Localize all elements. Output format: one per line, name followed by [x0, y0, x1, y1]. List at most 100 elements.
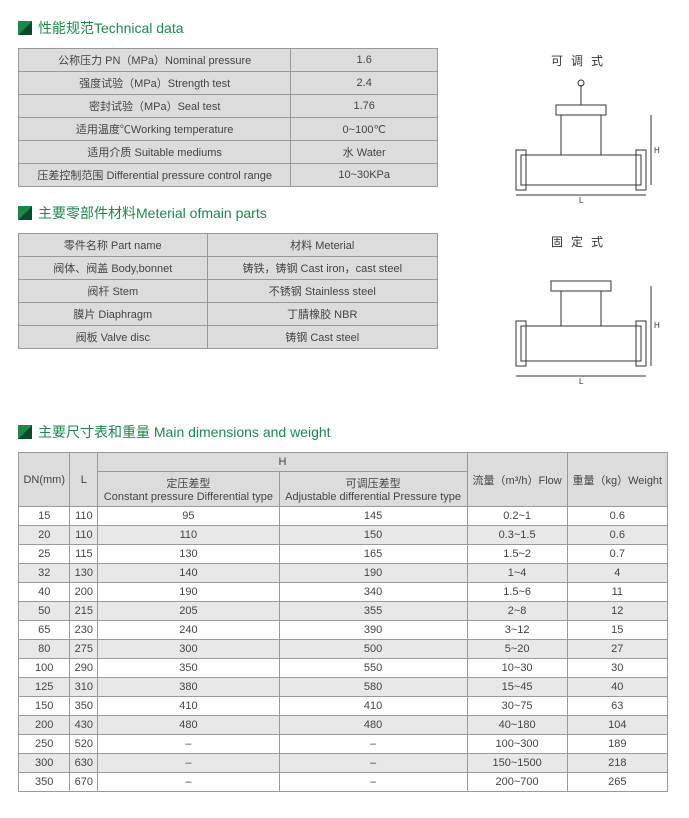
table-row: 321301401901~44: [19, 564, 668, 583]
table-cell: 125: [19, 678, 70, 697]
table-cell: 218: [567, 754, 667, 773]
col-adj: 可调压差型Adjustable differential Pressure ty…: [279, 472, 467, 507]
table-cell: 25: [19, 545, 70, 564]
table-cell: 2.4: [291, 72, 438, 95]
table-cell: 0.6: [567, 526, 667, 545]
table-cell: 40: [19, 583, 70, 602]
table-cell: 670: [70, 773, 98, 792]
tables-column: 公称压力 PN（MPa）Nominal pressure1.6强度试验（MPa）…: [18, 48, 471, 365]
table-cell: –: [279, 735, 467, 754]
table-cell: 膜片 Diaphragm: [19, 303, 208, 326]
table-cell: 15: [19, 507, 70, 526]
table-cell: 95: [98, 507, 279, 526]
table-cell: 290: [70, 659, 98, 678]
table-cell: 350: [98, 659, 279, 678]
table-row: 652302403903~1215: [19, 621, 668, 640]
table-row: 402001903401.5~611: [19, 583, 668, 602]
table-cell: 32: [19, 564, 70, 583]
table-cell: 12: [567, 602, 667, 621]
table-cell: 215: [70, 602, 98, 621]
table-cell: 189: [567, 735, 667, 754]
table-cell: 410: [98, 697, 279, 716]
table-cell: 350: [19, 773, 70, 792]
table-cell: 丁腈橡胶 NBR: [207, 303, 437, 326]
table-cell: –: [98, 735, 279, 754]
table-cell: 300: [98, 640, 279, 659]
col-const: 定压差型Constant pressure Differential type: [98, 472, 279, 507]
table-cell: 500: [279, 640, 467, 659]
table-cell: 1.5~2: [467, 545, 567, 564]
table-cell: 130: [70, 564, 98, 583]
table-cell: 65: [19, 621, 70, 640]
table-row: 阀体、阀盖 Body,bonnet铸铁，铸钢 Cast iron，cast st…: [19, 257, 438, 280]
table-cell: 1~4: [467, 564, 567, 583]
table-cell: 27: [567, 640, 667, 659]
table-cell: 50: [19, 602, 70, 621]
section-title-parts: 主要零部件材料Meterial ofmain parts: [18, 203, 471, 223]
table-row: 强度试验（MPa）Strength test2.4: [19, 72, 438, 95]
section-title-text: 主要尺寸表和重量 Main dimensions and weight: [38, 422, 331, 442]
table-cell: 15: [567, 621, 667, 640]
table-cell: 5~20: [467, 640, 567, 659]
table-cell: 480: [279, 716, 467, 735]
table-cell: 0.3~1.5: [467, 526, 567, 545]
table-cell: 1.6: [291, 49, 438, 72]
table-row: 300630––150~1500218: [19, 754, 668, 773]
table-cell: 100~300: [467, 735, 567, 754]
svg-text:H: H: [654, 321, 661, 330]
table-cell: 63: [567, 697, 667, 716]
table-cell: 密封试验（MPa）Seal test: [19, 95, 291, 118]
table-cell: 2~8: [467, 602, 567, 621]
table-cell: 200: [70, 583, 98, 602]
section-marker-icon: [18, 21, 32, 35]
table-cell: 铸钢 Cast steel: [207, 326, 437, 349]
table-cell: 80: [19, 640, 70, 659]
section-title-text: 性能规范Technical data: [38, 18, 184, 38]
table-cell: 520: [70, 735, 98, 754]
main-parts-table: 零件名称 Part name材料 Meterial阀体、阀盖 Body,bonn…: [18, 233, 438, 349]
table-cell: 205: [98, 602, 279, 621]
table-cell: 350: [70, 697, 98, 716]
table-cell: 铸铁，铸钢 Cast iron，cast steel: [207, 257, 437, 280]
table-cell: 390: [279, 621, 467, 640]
table-cell: 强度试验（MPa）Strength test: [19, 72, 291, 95]
table-cell: 430: [70, 716, 98, 735]
table-cell: 190: [279, 564, 467, 583]
table-cell: 145: [279, 507, 467, 526]
table-row: 12531038058015~4540: [19, 678, 668, 697]
table-cell: 适用温度℃Working temperature: [19, 118, 291, 141]
table-cell: 480: [98, 716, 279, 735]
section-marker-icon: [18, 206, 32, 220]
table-row: 公称压力 PN（MPa）Nominal pressure1.6: [19, 49, 438, 72]
table-header-cell: 材料 Meterial: [207, 234, 437, 257]
table-cell: 200: [19, 716, 70, 735]
table-cell: 630: [70, 754, 98, 773]
table-cell: 130: [98, 545, 279, 564]
table-cell: 适用介质 Suitable mediums: [19, 141, 291, 164]
table-cell: 1.76: [291, 95, 438, 118]
table-cell: 压差控制范围 Differential pressure control ran…: [19, 164, 291, 187]
table-row: 502152053552~812: [19, 602, 668, 621]
section-title-dims: 主要尺寸表和重量 Main dimensions and weight: [18, 422, 671, 442]
table-cell: 310: [70, 678, 98, 697]
table-cell: 275: [70, 640, 98, 659]
section-title-tech: 性能规范Technical data: [18, 18, 671, 38]
diagram-fixed: L H: [501, 256, 661, 396]
table-row: 20043048048040~180104: [19, 716, 668, 735]
table-cell: 110: [70, 507, 98, 526]
diagram-label-fixed: 固定式: [491, 233, 671, 250]
table-cell: 165: [279, 545, 467, 564]
table-cell: 15~45: [467, 678, 567, 697]
table-cell: 110: [70, 526, 98, 545]
table-cell: 不锈钢 Stainless steel: [207, 280, 437, 303]
table-row: 适用温度℃Working temperature0~100℃: [19, 118, 438, 141]
table-cell: –: [279, 773, 467, 792]
table-cell: 550: [279, 659, 467, 678]
table-cell: 0.2~1: [467, 507, 567, 526]
table-cell: 150: [19, 697, 70, 716]
table-cell: 0~100℃: [291, 118, 438, 141]
table-cell: 190: [98, 583, 279, 602]
table-cell: –: [98, 773, 279, 792]
dimensions-table: DN(mm) L H 流量（m³/h）Flow 重量（kg）Weight 定压差…: [18, 452, 668, 792]
table-cell: 30~75: [467, 697, 567, 716]
